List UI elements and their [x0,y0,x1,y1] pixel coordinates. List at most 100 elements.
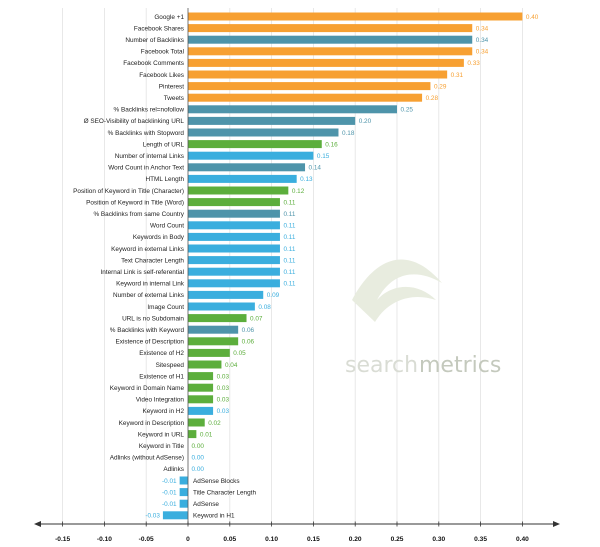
bar-category-label: Number of internal Links [115,153,184,160]
bar-category-label: Ø SEO-Visibility of backlinking URL [84,118,185,125]
bar-value-label: 0.09 [267,292,280,299]
bars [162,12,523,520]
bar-category-label: Facebook Comments [123,60,184,67]
bar-value-label: 0.07 [250,315,263,322]
bar [179,476,188,485]
bar [188,221,280,230]
bar-category-label: Adlinks (without AdSense) [110,455,184,462]
x-tick-label: 0.25 [391,536,404,543]
searchmetrics-watermark: search metrics [345,259,501,378]
watermark-text-search: search [345,353,418,378]
bar-category-label: Existence of H2 [139,350,184,357]
bar [188,82,431,91]
x-tick-label: 0.10 [265,536,278,543]
bar [188,232,280,241]
category-labels: Google +1 Facebook Shares Number of Backli… [73,14,256,520]
bar-value-label: 0.20 [359,118,372,125]
bar-value-label: 0.03 [217,397,230,404]
bar-category-label: URL is no Subdomain [122,315,184,322]
bar-category-label: % Backlinks from same Country [93,211,184,218]
bar [188,325,239,334]
bar-value-label: 0.08 [258,304,271,311]
bar-category-label: Keyword in external Links [111,246,184,253]
bar-category-label: Text Character Length [121,257,184,264]
bar [188,93,423,102]
x-axis: -0.15 -0.10 -0.05 0 0.05 0.10 0.15 0.20 0.25 0.30… [34,8,560,543]
bar [188,186,289,195]
bar-value-label: -0.01 [162,489,177,496]
bar-category-label: Keyword in URL [138,431,185,438]
x-tick-label: 0.35 [474,536,487,543]
x-tick-label: -0.10 [97,536,112,543]
arrow-left-icon [34,521,41,527]
bar [188,279,280,288]
bar-category-label: Keyword in H1 [193,513,235,520]
bar [188,163,306,172]
bar [188,105,397,114]
bar [188,151,314,160]
bar [188,70,448,79]
bar-value-label: 0.33 [467,60,480,67]
bar-category-label: % Backlinks with Stopword [108,130,185,137]
bar-value-label: 0.01 [200,431,213,438]
bar-value-label: 0.16 [325,141,338,148]
bar-category-label: Existence of Description [115,339,184,346]
bar [188,12,523,21]
bar-category-label: Number of external Links [113,292,184,299]
bar-value-label: 0.15 [317,153,330,160]
bar-category-label: Word Count [150,223,184,230]
bar [188,302,255,311]
bar-category-label: Word Count in Anchor Text [108,165,184,172]
watermark-text-metrics: metrics [419,353,501,378]
bar-value-label: -0.01 [162,478,177,485]
bar-value-label: 0.28 [426,95,439,102]
bar-value-label: 0.05 [233,350,246,357]
bar-category-label: AdSense Blocks [193,478,240,485]
value-labels: 0.40 0.34 0.34 0.34 0.330.31 0.29 0.28 0.25 0.20… [145,14,538,520]
bar-value-label: 0.29 [434,83,447,90]
x-tick-label: 0.15 [307,536,320,543]
bar-category-label: Facebook Total [141,49,184,56]
bar-category-label: Keyword in Description [119,420,185,427]
bar-category-label: Facebook Likes [139,72,184,79]
x-tick-label: 0.20 [349,536,362,543]
bar [188,256,280,265]
bar-category-label: Video Integration [136,397,185,404]
bar [179,488,188,497]
x-tick-label: -0.15 [55,536,70,543]
bar-category-label: Google +1 [154,14,184,21]
bar-value-label: 0.03 [217,373,230,380]
bar [188,290,264,299]
bar [188,360,222,369]
bar [188,128,339,137]
bar-value-label: 0.34 [476,37,489,44]
bar-value-label: 0.11 [283,199,295,206]
bar-category-label: Keyword in H2 [142,408,184,415]
bar [188,418,205,427]
bar [188,140,322,149]
bar [188,314,247,323]
x-ticks: -0.15 -0.10 -0.05 0 0.05 0.10 0.15 0.20 0.25 0.30… [55,521,529,543]
bar-value-label: -0.03 [145,513,160,520]
bar-value-label: 0.00 [192,455,205,462]
bar-category-label: Length of URL [143,141,185,148]
bar-value-label: 0.25 [401,107,414,114]
bar-value-label: 0.13 [300,176,313,183]
x-tick-label: 0.05 [223,536,236,543]
bar-category-label: Title Character Length [193,489,256,496]
bar-category-label: Keyword in Domain Name [110,385,185,392]
bar [188,58,464,67]
bar [162,511,188,520]
arrow-right-icon [553,521,560,527]
bar-value-label: 0.06 [242,339,255,346]
x-tick-label: 0.30 [432,536,445,543]
bar-value-label: 0.14 [309,165,322,172]
bar-value-label: 0.11 [283,269,295,276]
bar-value-label: 0.31 [451,72,464,79]
bar-category-label: Existence of H1 [139,373,184,380]
bar-value-label: 0.06 [242,327,255,334]
bar-value-label: 0.34 [476,49,489,56]
bar [188,406,214,415]
bar-category-label: Internal Link is self-referential [101,269,184,276]
x-tick-label: 0.40 [516,536,529,543]
